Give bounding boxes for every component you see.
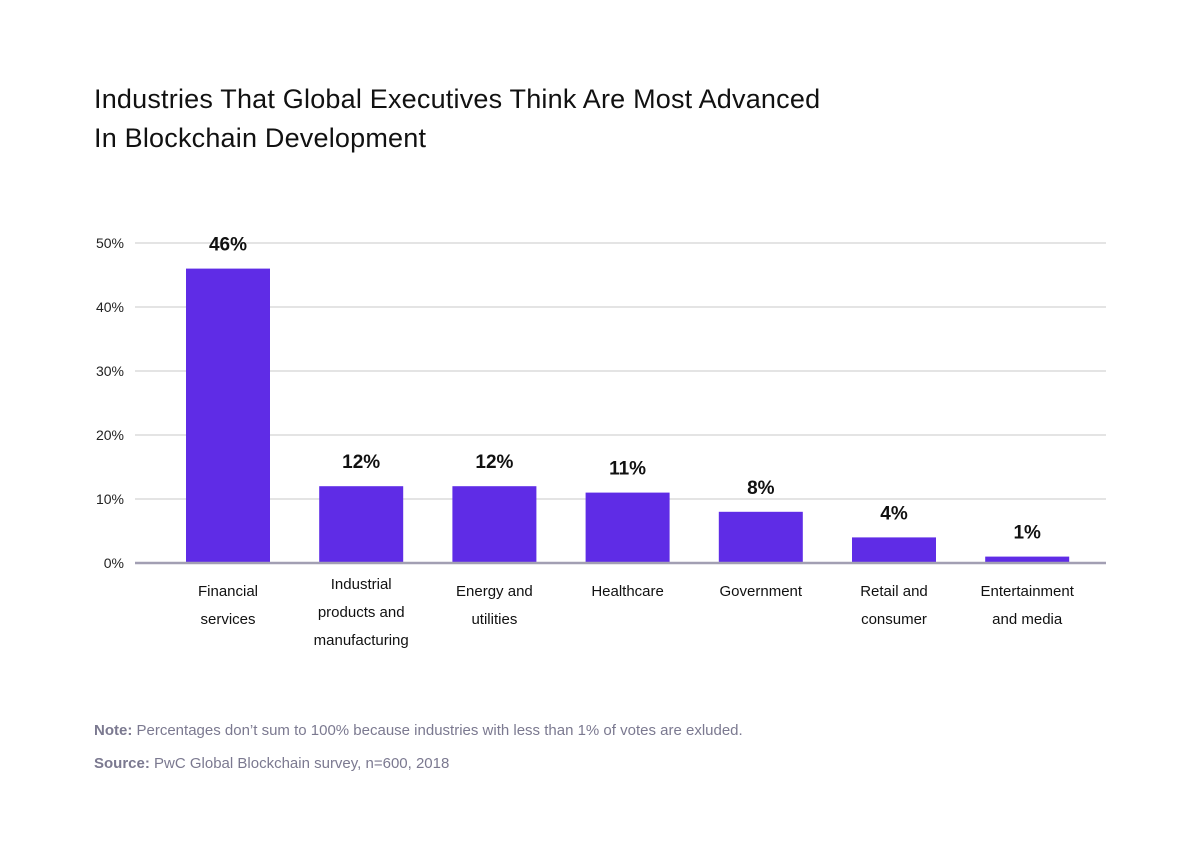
x-tick-label: Retail and: [860, 583, 928, 600]
y-tick-label: 10%: [96, 491, 124, 507]
data-label: 11%: [609, 459, 646, 480]
x-tick-label: Financial: [198, 583, 258, 600]
x-tick-label: Government: [720, 583, 803, 600]
x-tick-label: Industrial: [331, 576, 392, 593]
x-tick-label: Energy and: [456, 583, 533, 600]
data-label: 12%: [342, 452, 380, 473]
x-tick-label: utilities: [471, 611, 517, 628]
data-label: 12%: [475, 452, 513, 473]
x-tick-label: consumer: [861, 611, 927, 628]
source-label: Source:: [94, 755, 150, 772]
y-tick-label: 40%: [96, 299, 124, 315]
x-tick-label: products and: [318, 604, 405, 621]
data-label: 8%: [747, 478, 775, 499]
bar-chart: 0% 10% 20% 30% 40% 50% 46% Financial services 12%…: [96, 235, 1106, 649]
chart-title-line-2: In Blockchain Development: [94, 123, 427, 153]
bar: [452, 486, 537, 563]
note-text: Percentages don’t sum to 100% because in…: [132, 722, 743, 739]
x-tick-label: manufacturing: [314, 632, 409, 649]
footnote-note: Note: Percentages don’t sum to 100% beca…: [94, 722, 743, 739]
x-tick-label: and media: [992, 611, 1063, 628]
data-label: 4%: [880, 503, 908, 524]
footnote-source: Source: PwC Global Blockchain survey, n=…: [94, 755, 449, 772]
data-label: 1%: [1013, 523, 1041, 544]
bar: [852, 537, 936, 563]
bar: [585, 492, 670, 563]
source-text: PwC Global Blockchain survey, n=600, 201…: [149, 755, 450, 772]
chart-title-line-1: Industries That Global Executives Think …: [94, 84, 821, 114]
bar: [985, 556, 1070, 563]
bar: [319, 486, 404, 563]
y-tick-label: 50%: [96, 235, 124, 251]
x-tick-label: Entertainment: [981, 583, 1075, 600]
data-label: 46%: [209, 235, 247, 256]
y-tick-label: 30%: [96, 363, 124, 379]
x-tick-label: services: [200, 611, 255, 628]
y-tick-label: 20%: [96, 427, 124, 443]
chart-title: Industries That Global Executives Think …: [94, 80, 820, 158]
x-tick-label: Healthcare: [591, 583, 664, 600]
bar: [186, 268, 270, 563]
bar: [718, 511, 803, 563]
note-label: Note:: [94, 722, 133, 739]
y-tick-label: 0%: [104, 555, 124, 571]
